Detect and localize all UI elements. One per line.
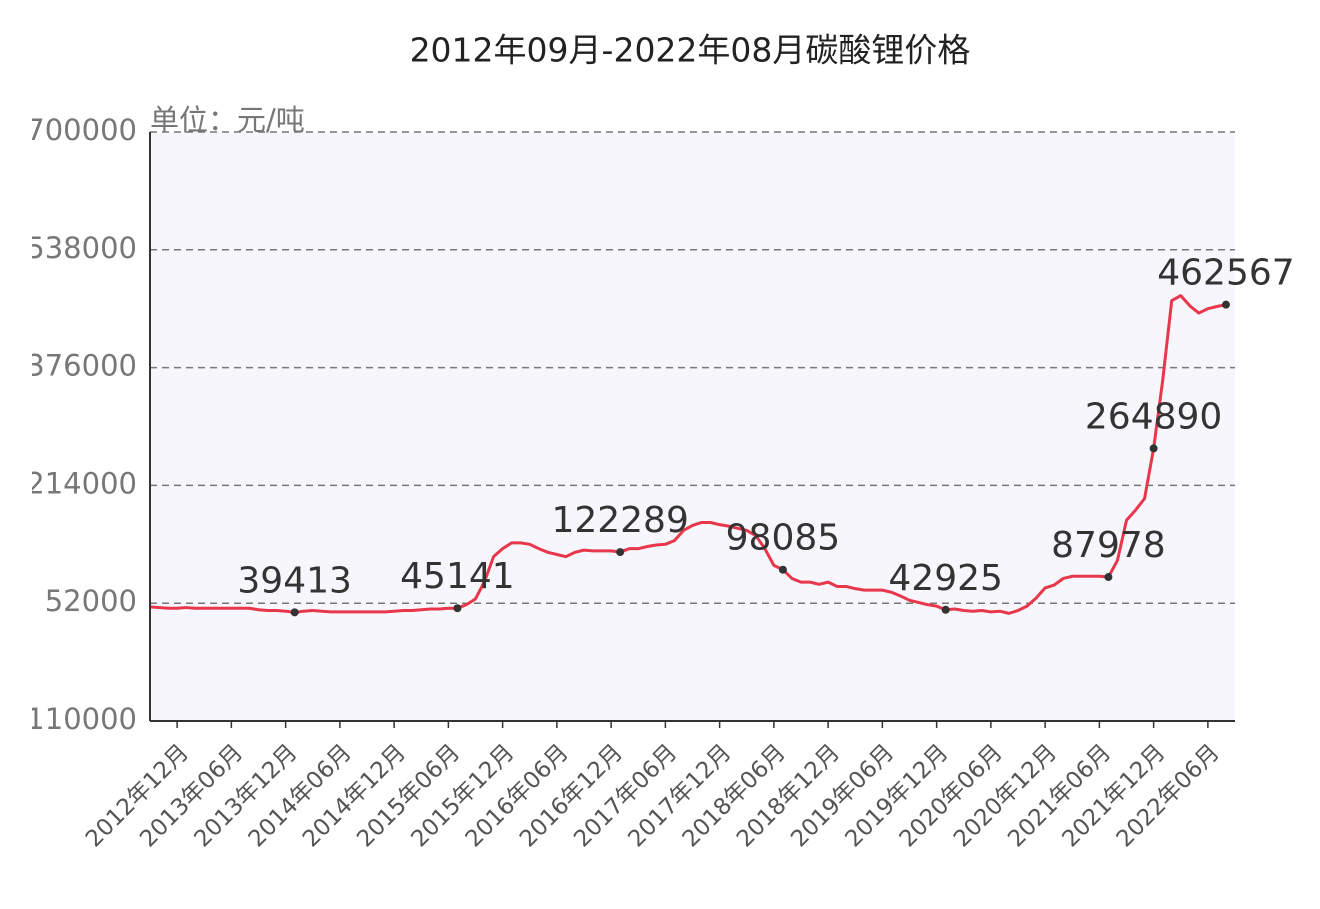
y-tick-label: -110000 — [16, 702, 137, 736]
y-tick-label: 214000 — [26, 466, 137, 500]
y-tick-label: 376000 — [26, 349, 137, 383]
point-marker — [941, 605, 950, 614]
data-label: 45141 — [400, 556, 515, 597]
data-label: 42925 — [888, 558, 1003, 599]
y-tick-label: 52000 — [45, 584, 137, 618]
point-marker — [1104, 573, 1113, 582]
plot-area — [150, 132, 1235, 721]
data-label: 122289 — [551, 500, 688, 541]
y-axis-labels: -110000 52000 214000 376000 538000 700000 — [16, 113, 137, 736]
chart-title: 2012年09月-2022年08月碳酸锂价格 — [410, 31, 971, 70]
point-marker — [1149, 444, 1158, 453]
point-marker — [616, 548, 625, 557]
point-marker — [453, 604, 462, 613]
y-unit-label: 单位：元/吨 — [150, 103, 305, 137]
data-label: 98085 — [726, 518, 841, 559]
y-tick-label: 700000 — [26, 113, 137, 147]
data-label: 87978 — [1051, 525, 1166, 566]
data-label: 264890 — [1085, 396, 1222, 437]
point-marker — [778, 565, 787, 574]
price-line — [149, 294, 1227, 615]
data-label: 462567 — [1157, 253, 1294, 294]
y-tick-label: 538000 — [26, 231, 137, 265]
data-label: 39413 — [237, 560, 352, 601]
point-marker — [1221, 300, 1230, 309]
point-marker — [290, 608, 299, 617]
